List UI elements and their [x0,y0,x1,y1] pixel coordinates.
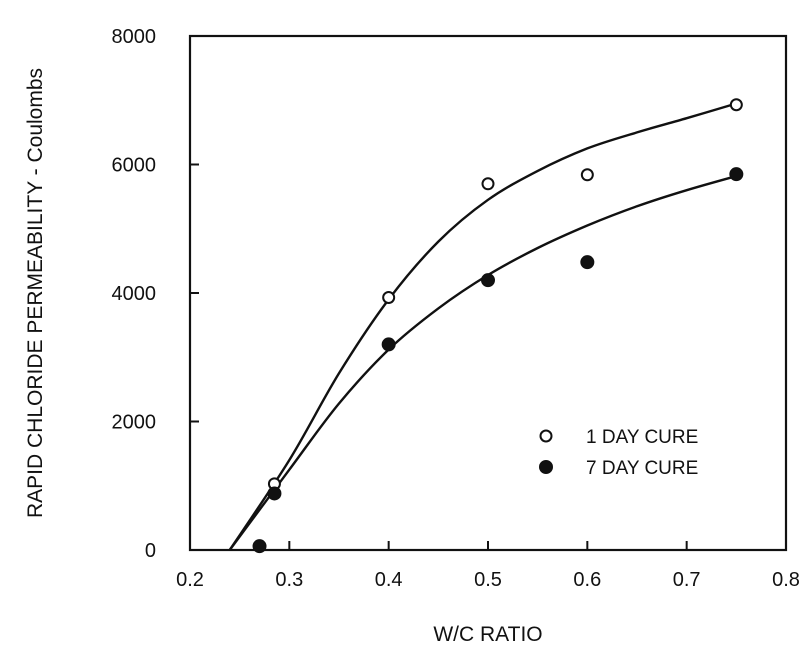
x-tick-label: 0.6 [573,569,601,591]
point-7-day-cure [580,255,595,270]
y-tick-label: 6000 [112,155,157,177]
legend: 1 DAY CURE 7 DAY CURE [539,427,698,479]
x-tick-label: 0.3 [275,569,303,591]
point-1-day-cure [729,98,743,112]
y-axis-title: RAPID CHLORIDE PERMEABILITY - Coulombs [24,68,47,518]
x-tick-label: 0.4 [375,569,403,591]
point-7-day-cure [267,486,282,501]
point-7-day-cure [381,337,396,352]
x-axis-title: W/C RATIO [433,623,542,646]
point-7-day-cure [252,539,267,554]
legend-label-1-day-cure: 1 DAY CURE [586,427,698,448]
trend-line-1-day-cure [228,102,737,551]
x-tick-label: 0.5 [474,569,502,591]
trend-line-7-day-cure [228,174,737,551]
y-axis: 0 2000 4000 6000 8000 [112,26,199,562]
y-tick-label: 8000 [112,26,157,48]
data-points [252,98,744,554]
x-tick-label: 0.2 [176,569,204,591]
point-1-day-cure [481,177,495,191]
legend-marker-1-day-cure [539,429,553,443]
trend-lines [228,102,737,551]
point-7-day-cure [481,273,495,288]
y-tick-label: 4000 [112,283,157,305]
point-7-day-cure [729,167,744,182]
y-tick-label: 0 [145,540,156,562]
point-1-day-cure [580,168,594,182]
x-tick-label: 0.7 [673,569,701,591]
point-1-day-cure [382,290,396,304]
y-tick-label: 2000 [112,412,157,434]
legend-label-7-day-cure: 7 DAY CURE [586,458,698,479]
x-tick-label: 0.8 [772,569,800,591]
legend-marker-7-day-cure [539,460,553,474]
x-axis: 0.2 0.3 0.4 0.5 0.6 0.7 0.8 [176,541,800,591]
